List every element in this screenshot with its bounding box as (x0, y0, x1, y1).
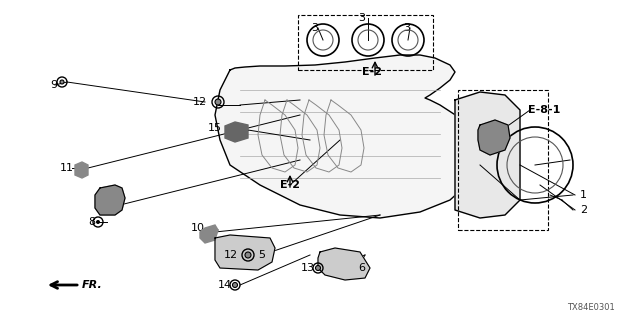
Polygon shape (318, 248, 370, 280)
Text: 1: 1 (580, 190, 587, 200)
Circle shape (232, 283, 237, 287)
Text: E-2: E-2 (362, 67, 382, 77)
Text: 6: 6 (358, 263, 365, 273)
Text: FR.: FR. (82, 280, 103, 290)
Circle shape (215, 99, 221, 105)
Text: 3: 3 (312, 23, 319, 33)
Text: 10: 10 (191, 223, 205, 233)
Text: 7: 7 (101, 200, 108, 210)
Text: 15: 15 (208, 123, 222, 133)
Circle shape (96, 220, 100, 224)
Text: 3: 3 (403, 23, 410, 33)
Text: 13: 13 (301, 263, 315, 273)
Text: 5: 5 (258, 250, 265, 260)
Text: 8: 8 (88, 217, 95, 227)
Circle shape (245, 252, 251, 258)
Polygon shape (215, 235, 275, 270)
Polygon shape (215, 55, 480, 218)
Polygon shape (455, 92, 520, 218)
Text: 2: 2 (580, 205, 587, 215)
Polygon shape (225, 122, 248, 142)
Text: 4: 4 (498, 133, 505, 143)
Text: 9: 9 (50, 80, 57, 90)
Text: 12: 12 (193, 97, 207, 107)
Text: 3: 3 (358, 13, 365, 23)
Polygon shape (478, 120, 510, 155)
Text: 14: 14 (218, 280, 232, 290)
Circle shape (316, 266, 321, 270)
Text: 11: 11 (60, 163, 74, 173)
Text: E-8-1: E-8-1 (528, 105, 561, 115)
Polygon shape (200, 225, 218, 243)
Circle shape (60, 80, 64, 84)
Polygon shape (75, 162, 88, 178)
Polygon shape (95, 185, 125, 215)
Text: TX84E0301: TX84E0301 (567, 303, 615, 312)
Text: E-2: E-2 (280, 180, 300, 190)
Text: 12: 12 (224, 250, 238, 260)
